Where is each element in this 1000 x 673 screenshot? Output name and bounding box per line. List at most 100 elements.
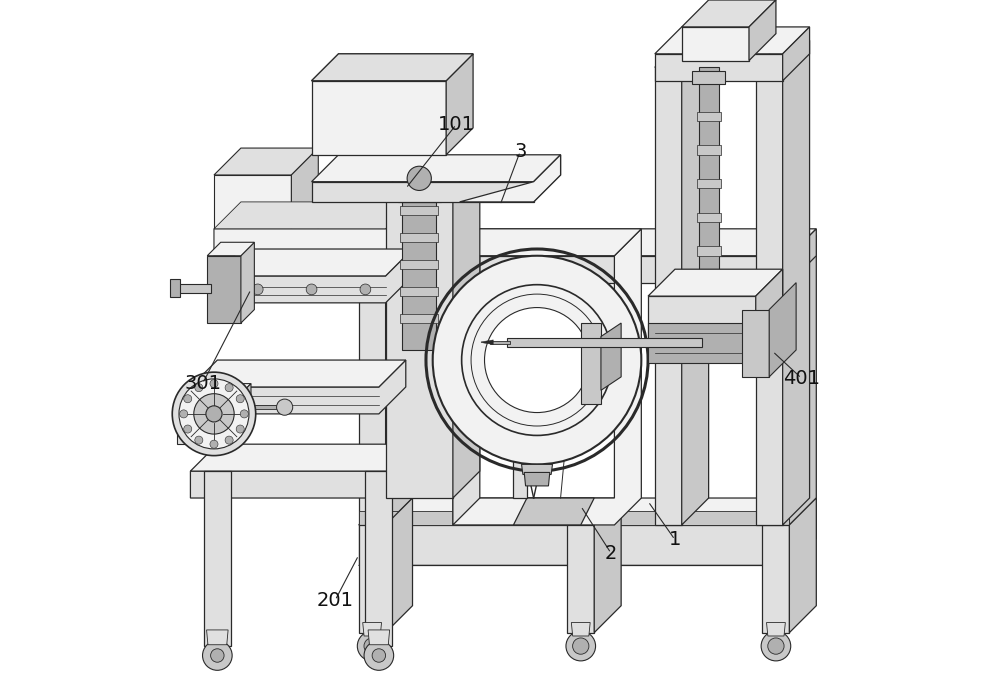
Polygon shape [359, 525, 789, 565]
Polygon shape [697, 112, 721, 121]
Polygon shape [789, 229, 816, 283]
Polygon shape [359, 511, 789, 525]
Circle shape [172, 372, 256, 456]
Circle shape [462, 285, 612, 435]
Circle shape [236, 425, 244, 433]
Polygon shape [177, 384, 251, 411]
Circle shape [485, 308, 590, 413]
Polygon shape [767, 623, 785, 636]
Polygon shape [190, 444, 433, 471]
Polygon shape [177, 284, 211, 293]
Circle shape [210, 440, 218, 448]
Circle shape [179, 379, 249, 449]
Polygon shape [783, 27, 810, 81]
Circle shape [225, 436, 233, 444]
Polygon shape [359, 256, 789, 283]
Polygon shape [365, 471, 392, 646]
Polygon shape [312, 81, 446, 155]
Polygon shape [214, 405, 285, 409]
Circle shape [364, 638, 380, 654]
Polygon shape [697, 179, 721, 188]
Polygon shape [762, 236, 816, 262]
Text: 201: 201 [317, 591, 354, 610]
Circle shape [211, 649, 224, 662]
Polygon shape [207, 630, 228, 645]
Polygon shape [241, 242, 254, 323]
Polygon shape [386, 236, 413, 525]
Polygon shape [655, 40, 709, 67]
Polygon shape [359, 525, 386, 633]
Polygon shape [190, 360, 406, 387]
Circle shape [357, 631, 387, 661]
Polygon shape [386, 188, 453, 498]
Polygon shape [453, 229, 641, 525]
Polygon shape [312, 155, 561, 182]
Polygon shape [655, 54, 783, 81]
Polygon shape [762, 525, 789, 633]
Circle shape [360, 284, 371, 295]
Polygon shape [534, 155, 561, 202]
Polygon shape [214, 249, 241, 303]
Polygon shape [363, 623, 382, 636]
Polygon shape [214, 249, 413, 303]
Polygon shape [756, 40, 810, 67]
Polygon shape [453, 229, 641, 256]
Polygon shape [359, 262, 386, 525]
Text: 301: 301 [184, 374, 221, 393]
Polygon shape [692, 71, 725, 84]
Polygon shape [291, 148, 318, 256]
Text: 2: 2 [605, 544, 617, 563]
Circle shape [180, 410, 188, 418]
Polygon shape [214, 175, 291, 256]
Polygon shape [359, 229, 816, 256]
Polygon shape [368, 630, 390, 645]
Polygon shape [682, 27, 749, 61]
Polygon shape [756, 269, 783, 336]
Circle shape [195, 384, 203, 392]
Polygon shape [756, 67, 783, 525]
Polygon shape [699, 67, 719, 283]
Polygon shape [359, 498, 816, 525]
Circle shape [768, 638, 784, 654]
Polygon shape [648, 296, 756, 336]
Polygon shape [601, 323, 621, 390]
Polygon shape [207, 256, 241, 323]
Text: 401: 401 [783, 369, 820, 388]
Circle shape [240, 410, 248, 418]
Polygon shape [507, 338, 702, 347]
Polygon shape [522, 464, 552, 474]
Polygon shape [762, 262, 789, 525]
Circle shape [206, 406, 222, 422]
Circle shape [277, 399, 293, 415]
Circle shape [210, 380, 218, 388]
Polygon shape [400, 260, 438, 269]
Circle shape [194, 394, 234, 434]
Polygon shape [446, 54, 473, 155]
Polygon shape [190, 444, 433, 498]
Polygon shape [398, 182, 441, 202]
Circle shape [306, 284, 317, 295]
Polygon shape [648, 269, 783, 296]
Polygon shape [190, 360, 406, 414]
Polygon shape [214, 202, 413, 229]
Polygon shape [207, 242, 254, 256]
Polygon shape [697, 246, 721, 256]
Polygon shape [783, 40, 810, 525]
Polygon shape [453, 229, 480, 525]
Polygon shape [571, 623, 590, 636]
Polygon shape [749, 0, 776, 61]
Polygon shape [177, 411, 224, 444]
Polygon shape [359, 236, 413, 262]
Circle shape [566, 631, 596, 661]
Polygon shape [682, 40, 709, 525]
Circle shape [195, 436, 203, 444]
Polygon shape [655, 67, 682, 525]
Circle shape [225, 384, 233, 392]
Polygon shape [697, 213, 721, 222]
Polygon shape [400, 233, 438, 242]
Circle shape [252, 284, 263, 295]
Polygon shape [386, 498, 413, 633]
Polygon shape [524, 472, 550, 486]
Circle shape [184, 425, 192, 433]
Polygon shape [453, 162, 480, 498]
